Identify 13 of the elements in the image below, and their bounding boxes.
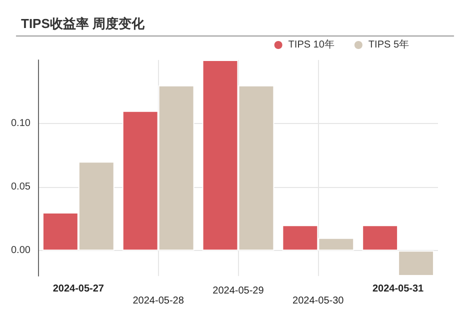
x-tick-label: 2024-05-28: [132, 296, 184, 306]
y-tick-label: 0.10: [10, 118, 31, 130]
x-tick-label: 2024-05-27: [52, 284, 104, 294]
x-tick-label: 2024-05-30: [292, 296, 344, 306]
chart-title: TIPS收益率 周度变化: [21, 16, 146, 31]
y-tick-label: 0.05: [10, 182, 31, 193]
x-tick-label: 2024-05-29: [212, 286, 264, 296]
y-tick-label: 0.00: [10, 245, 31, 256]
bar: [362, 225, 398, 251]
bar: [398, 250, 434, 276]
legend-label: TIPS 5年: [368, 38, 410, 50]
x-tick-label: 2024-05-31: [372, 284, 424, 294]
legend-label: TIPS 10年: [288, 38, 334, 50]
